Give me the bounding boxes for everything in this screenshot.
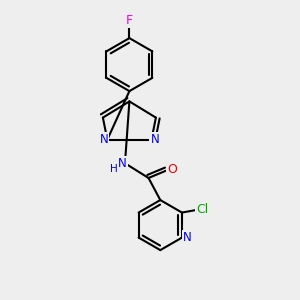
Text: O: O	[168, 163, 178, 176]
Text: Cl: Cl	[196, 203, 208, 216]
Text: N: N	[183, 231, 192, 244]
Text: H: H	[110, 164, 118, 173]
Text: N: N	[99, 133, 108, 146]
Text: F: F	[126, 14, 133, 27]
Text: N: N	[118, 157, 127, 170]
Text: N: N	[151, 133, 159, 146]
